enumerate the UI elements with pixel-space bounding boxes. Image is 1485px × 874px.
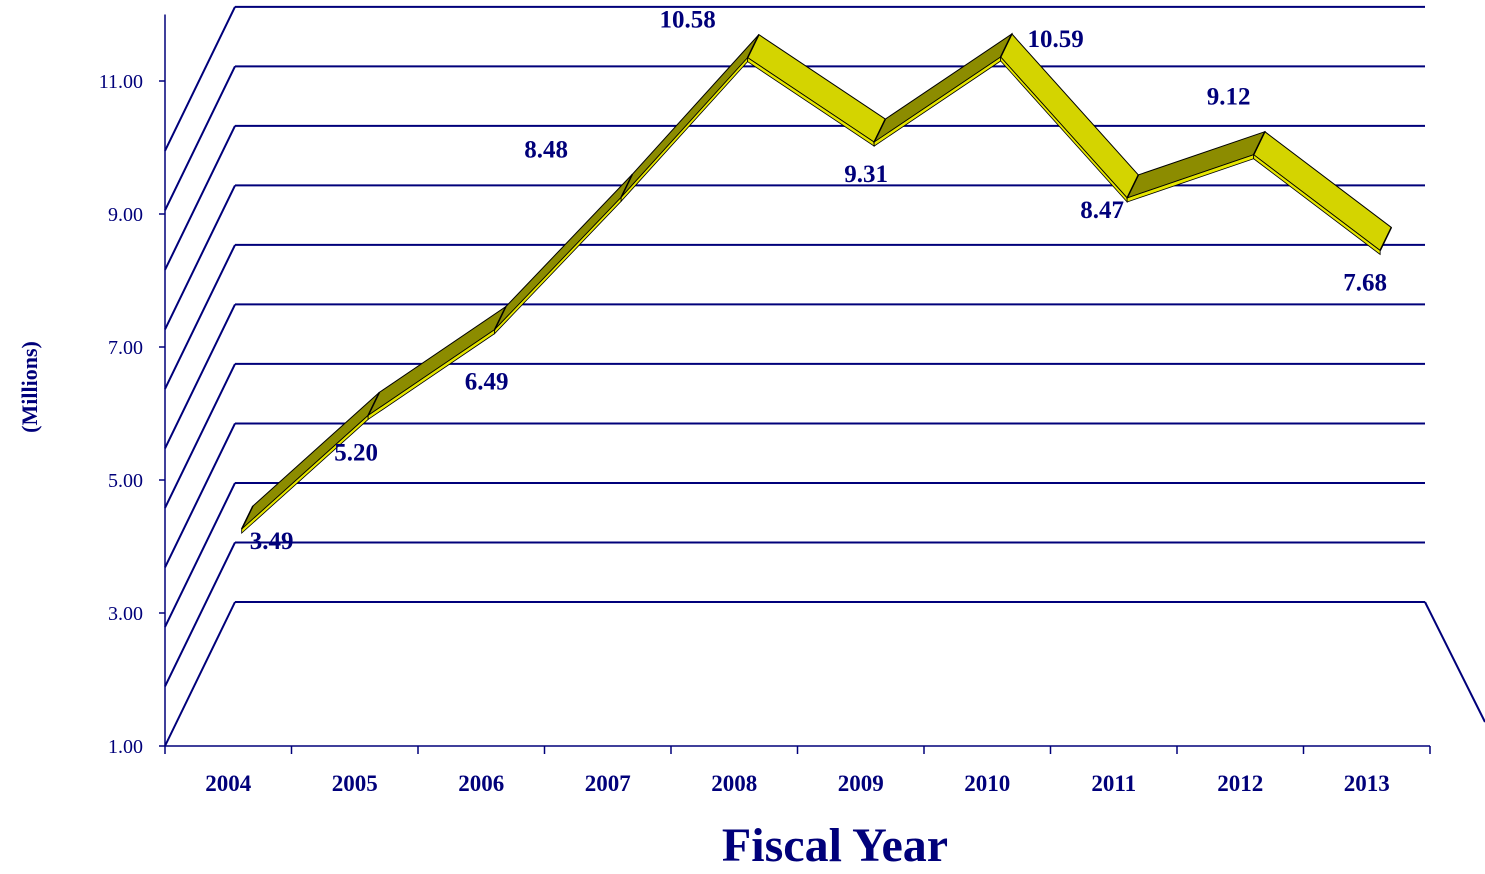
y-tick-label: 3.00 — [108, 603, 143, 625]
y-tick-label: 7.00 — [108, 337, 143, 359]
y-tick-label: 11.00 — [99, 71, 143, 93]
x-tick-label: 2006 — [458, 771, 504, 796]
x-tick-label: 2005 — [332, 771, 378, 796]
gridline-side — [164, 184, 236, 330]
data-label: 6.49 — [465, 369, 509, 396]
series-segment-edge — [620, 56, 749, 203]
gridline-side — [164, 6, 236, 152]
data-label: 8.48 — [524, 136, 568, 163]
gridline-side — [164, 423, 236, 568]
series-segment-edge — [873, 56, 1002, 147]
data-label: 10.59 — [1028, 26, 1084, 53]
x-tick-label: 2013 — [1344, 771, 1390, 796]
y-tick-label: 9.00 — [108, 204, 143, 226]
chart-frame — [164, 14, 1430, 747]
series-point — [873, 118, 887, 143]
gridline-side — [164, 482, 236, 628]
series-segment-edge — [494, 196, 622, 335]
series-segment — [1253, 130, 1392, 252]
series-point — [240, 505, 254, 530]
y-axis-title: (Millions) — [17, 341, 42, 433]
data-label: 8.47 — [1080, 197, 1124, 224]
data-label: 3.49 — [250, 528, 294, 555]
series-segment — [1000, 33, 1139, 199]
series-segment — [1126, 130, 1266, 199]
data-label: 7.68 — [1343, 270, 1387, 297]
y-tick-label: 1.00 — [108, 736, 143, 758]
x-tick-label: 2009 — [838, 771, 884, 796]
series-segment-edge — [1253, 153, 1381, 256]
series-segment — [366, 305, 508, 417]
gridlines — [164, 5, 1485, 747]
series-segment — [620, 34, 760, 198]
x-tick-label: 2011 — [1091, 771, 1136, 796]
series-segment-edge — [1000, 55, 1128, 204]
gridline-side — [164, 125, 236, 271]
series-point — [493, 306, 507, 330]
series-segment — [494, 173, 633, 330]
x-tick-label: 2004 — [205, 771, 252, 796]
series-point — [1126, 174, 1140, 199]
series-point — [620, 173, 634, 198]
x-axis-ticks: 2004 2005 2006 2007 2008 2009 2010 2011 2012 2013 — [164, 746, 1431, 796]
gridline-side — [164, 65, 236, 211]
series-segment-edge — [241, 414, 369, 535]
series-point — [367, 392, 381, 416]
series-point — [1379, 227, 1393, 251]
floor-right-edge — [1424, 601, 1485, 723]
x-axis-title: Fiscal Year — [721, 819, 949, 872]
x-tick-label: 2012 — [1217, 771, 1263, 796]
series-point — [746, 34, 760, 58]
y-axis-ticks: 1.00 3.00 5.00 7.00 9.00 11.00 — [99, 71, 165, 758]
gridline-side — [164, 244, 236, 390]
x-tick-label: 2007 — [585, 771, 631, 796]
series-point — [999, 33, 1013, 58]
data-label: 5.20 — [334, 439, 378, 466]
x-tick-label: 2008 — [711, 771, 757, 796]
data-label: 10.58 — [660, 7, 716, 34]
gridline-side — [164, 601, 236, 747]
data-label: 9.31 — [844, 161, 888, 188]
data-label: 9.12 — [1207, 84, 1251, 111]
y-tick-label: 5.00 — [108, 470, 143, 492]
gridline-side — [164, 542, 236, 687]
series-point — [1252, 131, 1266, 156]
line-series-ribbon — [240, 32, 1393, 535]
data-labels: 3.49 5.20 6.49 8.48 10.58 9.31 10.59 8.47 9.12 7.… — [250, 7, 1387, 555]
gridline-side — [164, 363, 236, 509]
x-tick-label: 2010 — [964, 771, 1010, 796]
gridline-side — [164, 303, 236, 449]
